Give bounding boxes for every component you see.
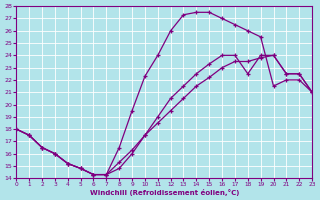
X-axis label: Windchill (Refroidissement éolien,°C): Windchill (Refroidissement éolien,°C) — [90, 189, 239, 196]
